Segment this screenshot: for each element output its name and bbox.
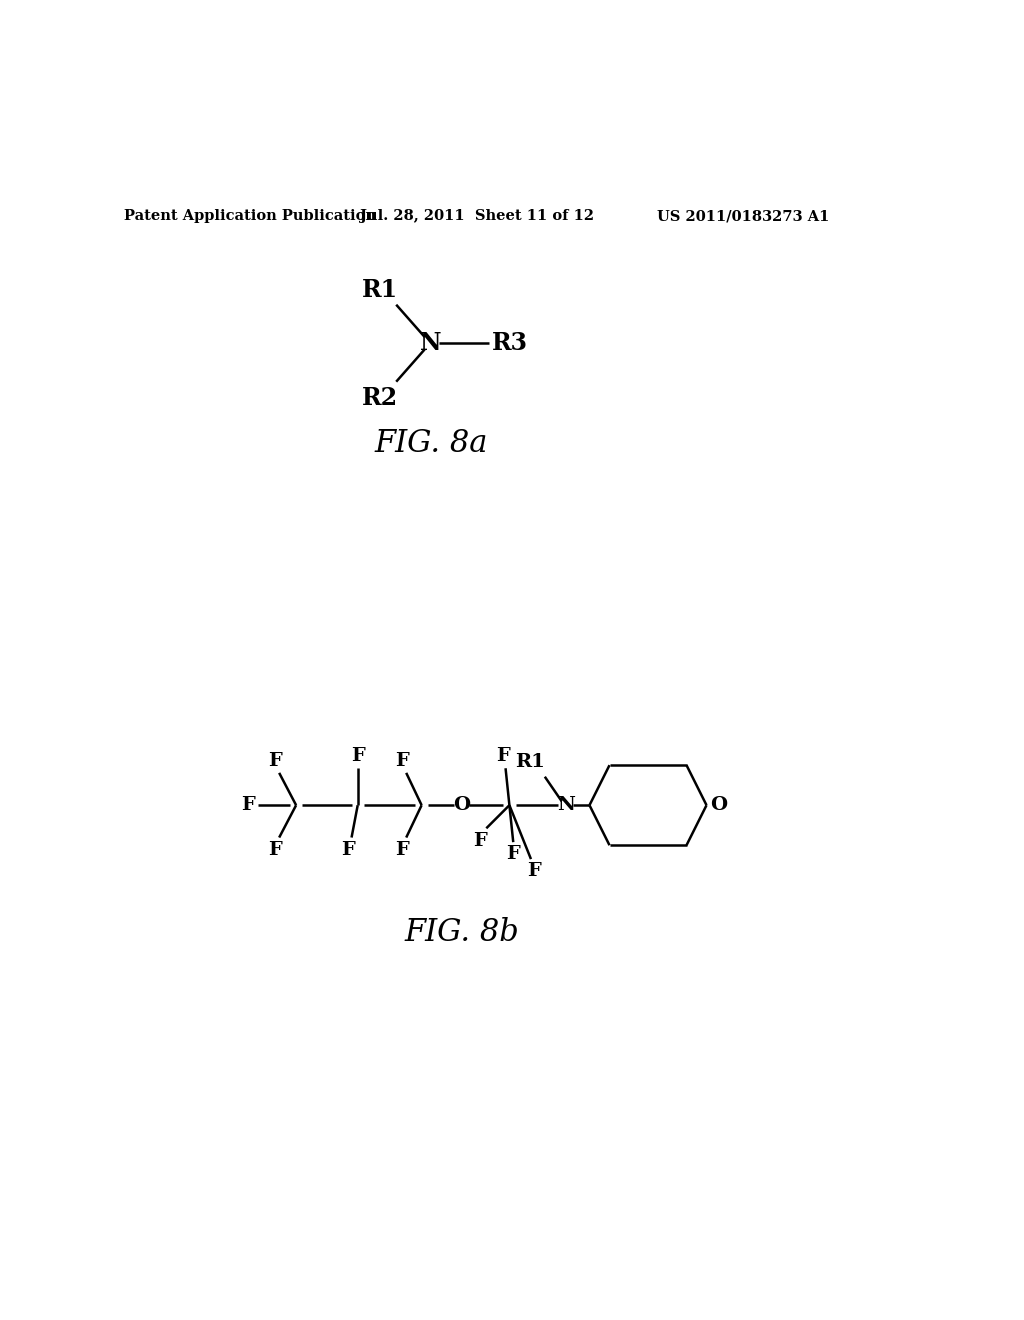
Text: F: F <box>394 751 409 770</box>
Text: F: F <box>473 832 487 850</box>
Text: Jul. 28, 2011  Sheet 11 of 12: Jul. 28, 2011 Sheet 11 of 12 <box>360 209 594 223</box>
Text: R3: R3 <box>492 331 527 355</box>
Text: F: F <box>267 751 282 770</box>
Text: US 2011/0183273 A1: US 2011/0183273 A1 <box>656 209 828 223</box>
Text: F: F <box>351 747 365 764</box>
Text: F: F <box>497 747 510 764</box>
Text: R1: R1 <box>361 279 398 302</box>
Text: R2: R2 <box>361 385 398 411</box>
Text: F: F <box>242 796 255 814</box>
Text: Patent Application Publication: Patent Application Publication <box>124 209 376 223</box>
Text: O: O <box>711 796 727 814</box>
Text: F: F <box>507 846 520 863</box>
Text: R1: R1 <box>515 754 545 771</box>
Text: F: F <box>394 841 409 859</box>
Text: N: N <box>420 331 441 355</box>
Text: N: N <box>557 796 574 814</box>
Text: FIG. 8b: FIG. 8b <box>404 917 519 948</box>
Text: O: O <box>453 796 470 814</box>
Text: F: F <box>527 862 541 880</box>
Text: F: F <box>267 841 282 859</box>
Text: F: F <box>342 841 355 859</box>
Text: FIG. 8a: FIG. 8a <box>374 428 487 459</box>
